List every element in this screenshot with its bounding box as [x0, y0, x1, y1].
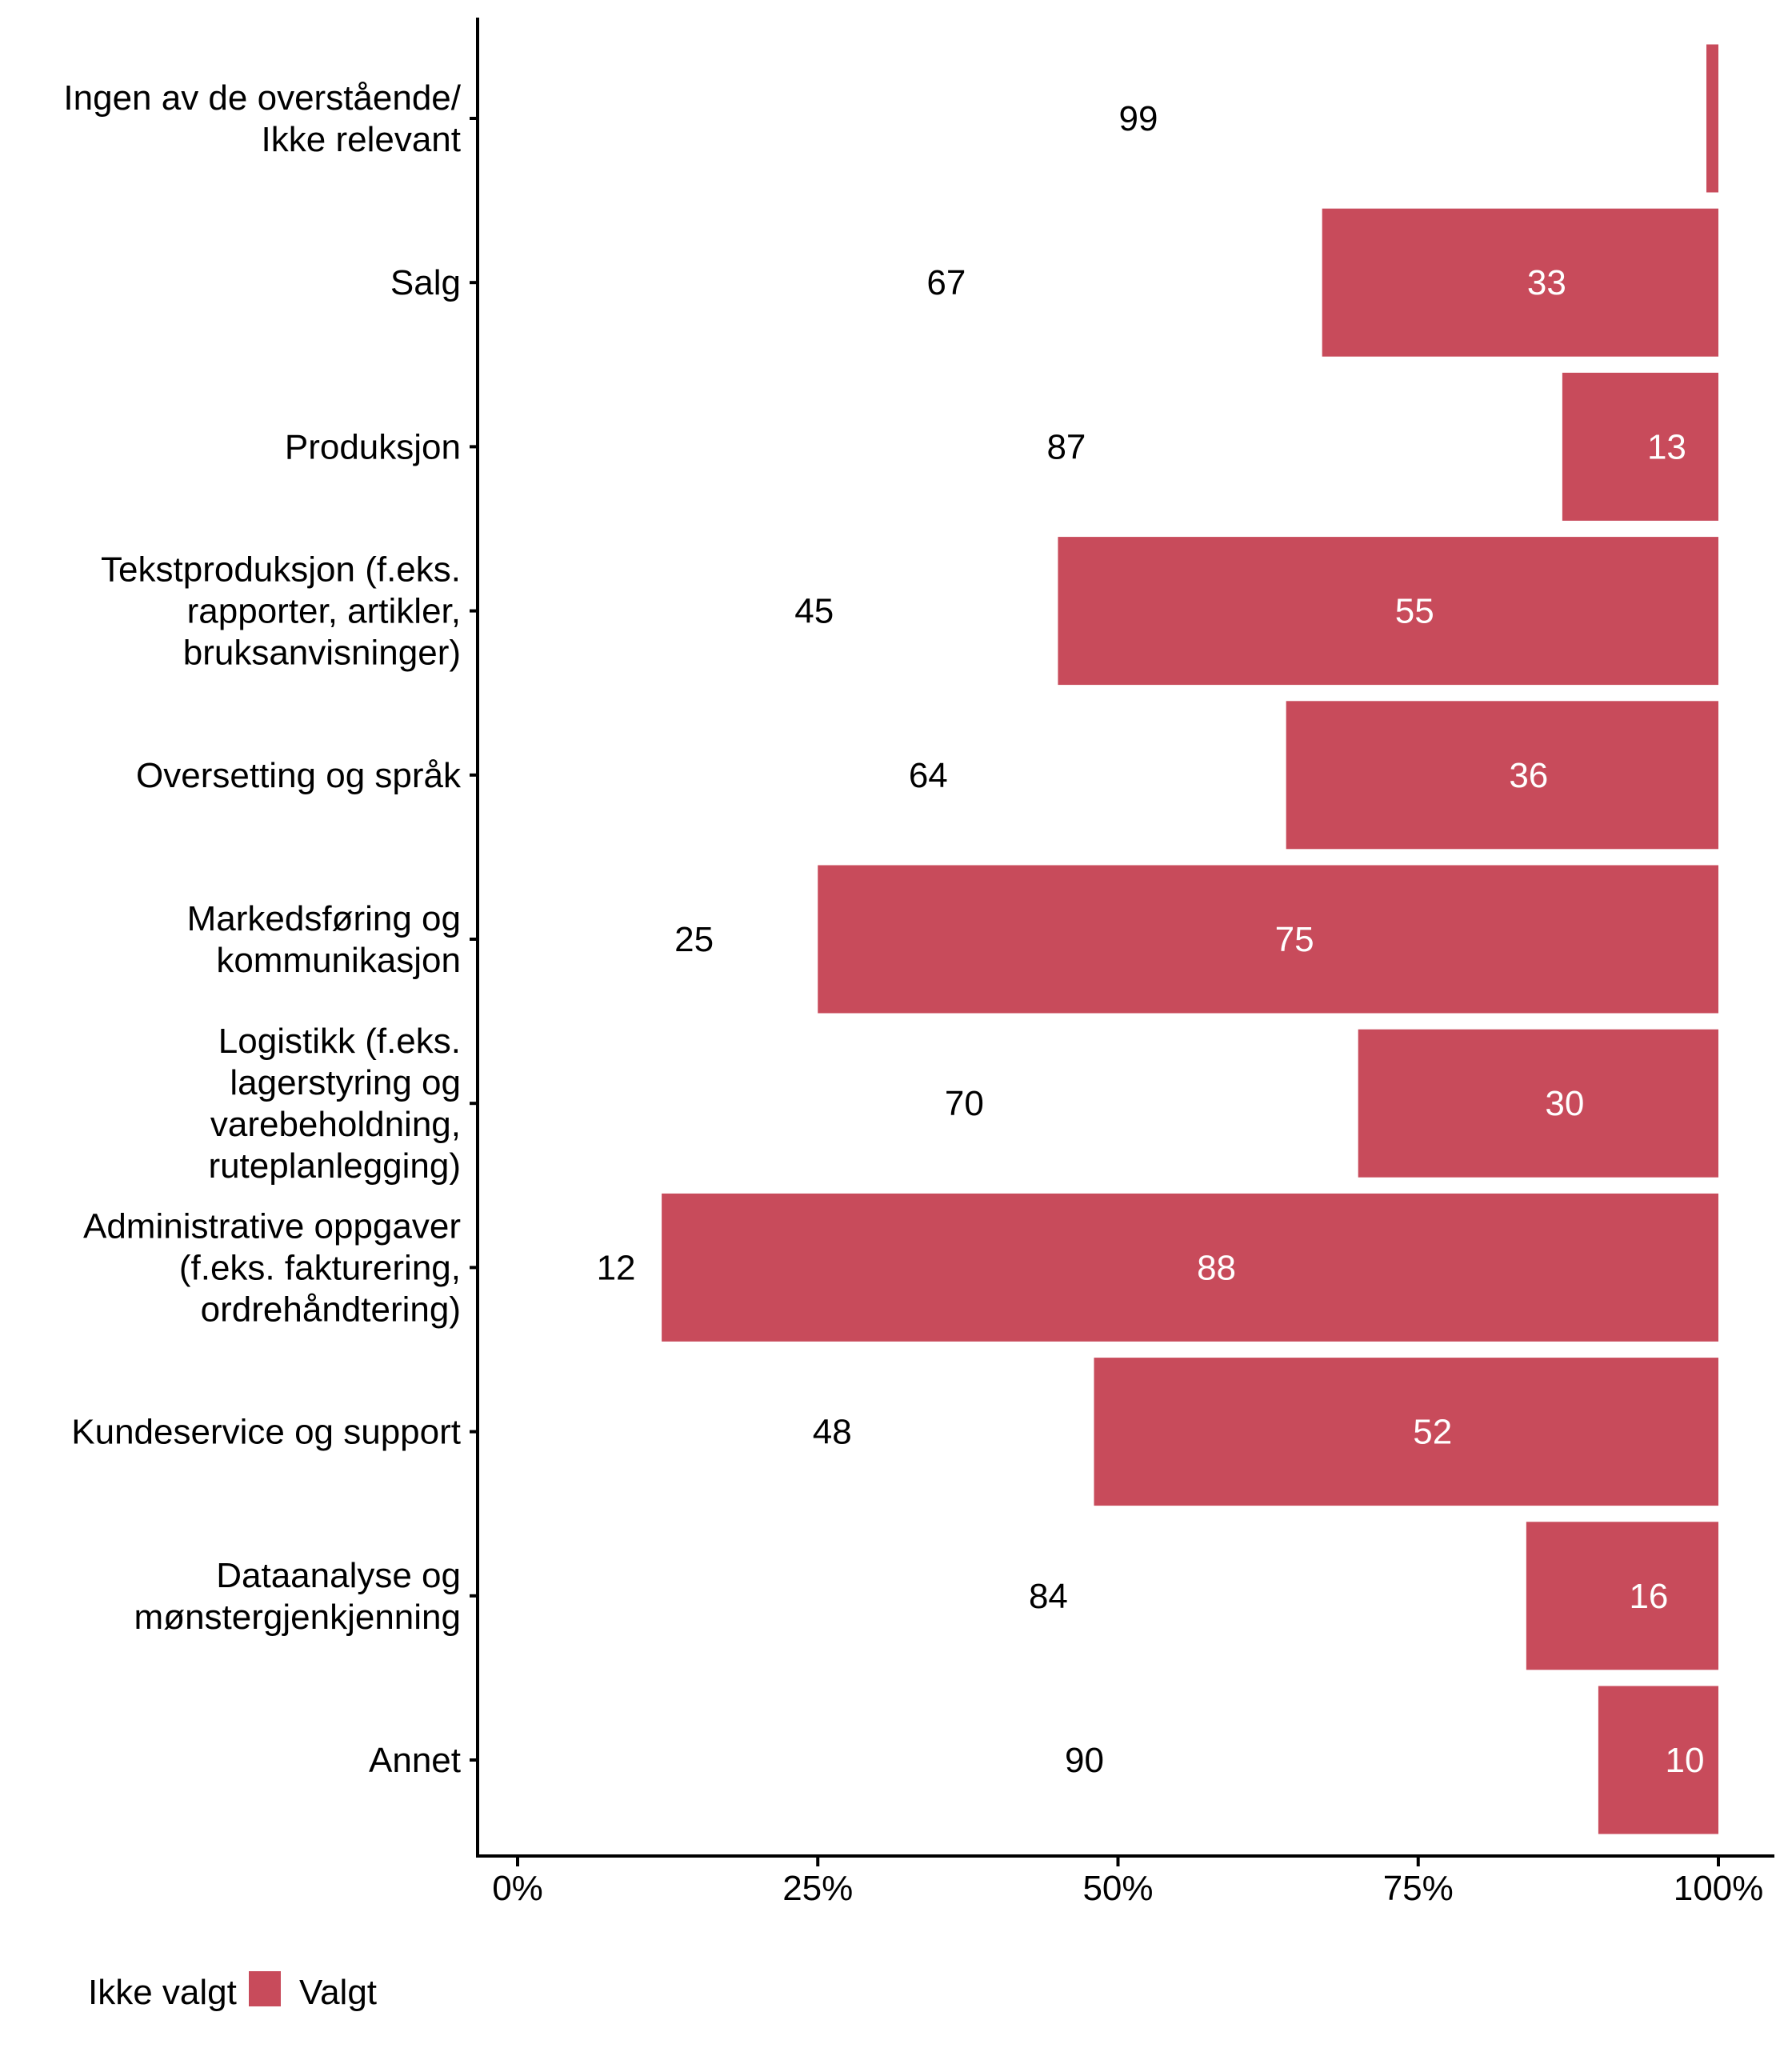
value-label: 16 [1629, 1577, 1668, 1616]
bar-segment-valgt [1526, 1522, 1718, 1670]
bar-segment-valgt [1562, 372, 1718, 521]
bar-segment-valgt [1598, 1686, 1718, 1834]
value-label: 84 [1029, 1577, 1068, 1616]
category-label: Markedsføring og kommunikasjon [187, 899, 461, 980]
value-label: 10 [1665, 1741, 1704, 1780]
bar-segment-valgt [1094, 1358, 1718, 1506]
category-label: Ingen av de overstående/Ikke relevant [63, 78, 461, 159]
category-label: Salg [390, 263, 461, 302]
value-label: 1 [1729, 99, 1748, 138]
category-label: Tekstproduksjon (f.eks. rapporter, artikl… [101, 550, 461, 673]
bar-segment-valgt [818, 865, 1718, 1014]
value-label: 88 [1197, 1248, 1236, 1287]
legend-swatch-valgt [249, 1971, 281, 2006]
value-label: 12 [597, 1248, 636, 1287]
value-label: 25 [674, 920, 714, 959]
value-label: 48 [813, 1413, 852, 1452]
x-tick-label: 25% [782, 1869, 853, 1908]
bar-segment-valgt [1706, 44, 1718, 193]
category-label: Annet [369, 1741, 461, 1780]
value-label: 30 [1545, 1084, 1584, 1123]
value-label: 99 [1119, 99, 1158, 138]
value-label: 36 [1509, 756, 1548, 795]
value-label: 90 [1065, 1741, 1104, 1780]
x-tick-label: 50% [1082, 1869, 1153, 1908]
bar-segment-valgt [1322, 208, 1718, 357]
bar-segment-valgt [1058, 537, 1718, 686]
category-label: Dataanalyse og mønstergjenkjenning [134, 1556, 461, 1637]
x-tick-labels: 0% 25% 50% 75% 100% [492, 1856, 1763, 1908]
bar-segment-valgt [662, 1193, 1718, 1342]
legend-label-valgt: Valgt [299, 1973, 377, 2012]
x-tick-label: 75% [1383, 1869, 1454, 1908]
legend: Ikke valgt Valgt [88, 1971, 377, 2012]
category-label: Logistikk (f.eks. lagerstyring og varebeho… [208, 1022, 461, 1186]
value-label: 52 [1413, 1413, 1452, 1452]
value-label: 55 [1395, 592, 1434, 631]
bar-segment-valgt [1358, 1029, 1718, 1178]
bars-layer [662, 44, 1718, 1834]
bar-segment-valgt [1286, 701, 1718, 850]
value-label: 67 [926, 263, 966, 302]
legend-label-ikke-valgt: Ikke valgt [88, 1973, 237, 2012]
value-label: 13 [1647, 427, 1686, 466]
value-label: 33 [1527, 263, 1566, 302]
value-label: 45 [794, 592, 834, 631]
value-label: 87 [1046, 427, 1086, 466]
value-label: 75 [1275, 920, 1314, 959]
category-label: Produksjon [285, 427, 461, 466]
category-label: Administrative oppgaver (f.eks. faktureri… [83, 1206, 461, 1329]
category-labels: Ingen av de overstående/Ikke relevant Sal… [63, 78, 478, 1780]
x-tick-label: 0% [492, 1869, 543, 1908]
category-label: Oversetting og språk [136, 756, 462, 795]
value-label: 64 [909, 756, 948, 795]
category-label: Kundeservice og support [71, 1413, 461, 1452]
value-labels-layer: 99 1 67 33 87 13 45 55 64 36 25 75 70 30 12 88 48 52 84 16 9… [597, 99, 1748, 1780]
x-tick-label: 100% [1674, 1869, 1764, 1908]
value-label: 70 [945, 1084, 984, 1123]
